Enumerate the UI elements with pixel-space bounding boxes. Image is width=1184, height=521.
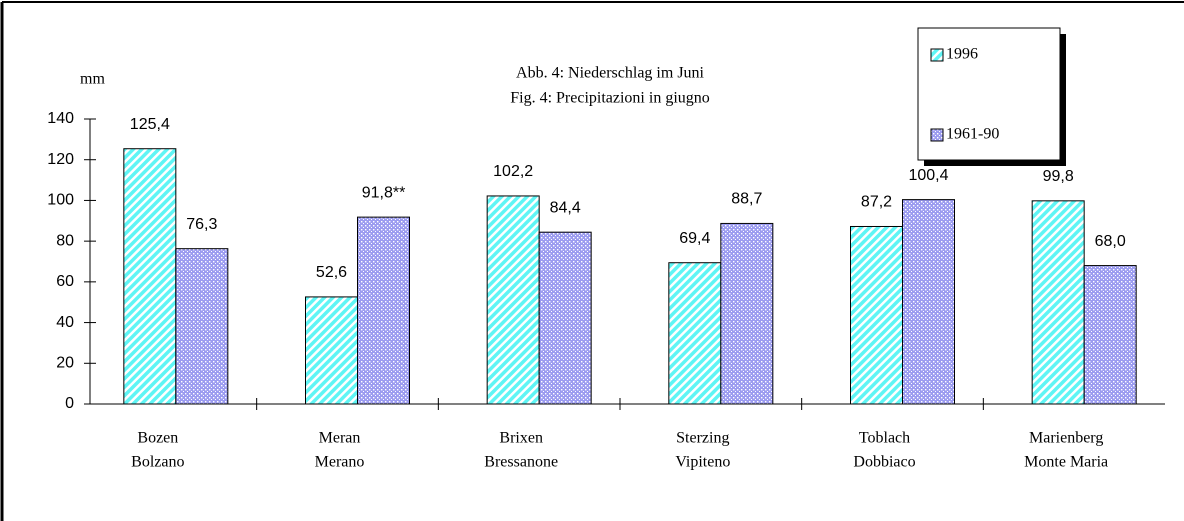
bar [305, 296, 358, 405]
y-tick-label: 80 [56, 232, 74, 249]
y-tick-label: 120 [47, 151, 74, 168]
y-tick-label: 20 [56, 355, 74, 372]
data-label: 69,4 [679, 230, 710, 247]
legend-swatch [930, 48, 944, 62]
x-tick-label: Bozen [137, 430, 178, 447]
bar [720, 222, 774, 405]
x-tick-label: Monte Maria [1024, 454, 1108, 471]
data-label: 87,2 [861, 194, 892, 211]
y-tick-label: 140 [47, 110, 74, 127]
legend-swatch [930, 128, 944, 142]
bar [1031, 200, 1085, 405]
x-tick-label: Bressanone [484, 454, 558, 471]
data-label: 52,6 [316, 264, 347, 281]
x-tick-label: Bolzano [131, 454, 184, 471]
bar [357, 216, 410, 405]
data-label: 100,4 [908, 167, 948, 184]
bar [668, 262, 722, 405]
y-tick-label: 0 [65, 395, 74, 412]
x-tick-label: Marienberg [1029, 430, 1103, 447]
y-tick-label: 60 [56, 273, 74, 290]
bar [175, 248, 229, 405]
y-tick-label: 100 [47, 192, 74, 209]
x-tick-label: Sterzing [676, 430, 729, 447]
x-tick-label: Toblach [859, 430, 910, 447]
legend-label: 1961-90 [946, 126, 999, 143]
data-label: 91,8** [362, 184, 406, 201]
x-tick-label: Brixen [499, 430, 543, 447]
x-tick-label: Meran [319, 430, 361, 447]
data-label: 125,4 [130, 116, 170, 133]
data-label: 99,8 [1043, 168, 1074, 185]
bar [486, 195, 540, 405]
legend-label: 1996 [946, 46, 978, 63]
bar [538, 231, 592, 405]
bar [1083, 265, 1137, 405]
x-tick-label: Merano [315, 454, 365, 471]
data-label: 88,7 [731, 191, 762, 208]
bar [902, 199, 955, 405]
x-tick-label: Vipiteno [675, 454, 730, 471]
data-label: 68,0 [1095, 233, 1126, 250]
y-tick-label: 40 [56, 314, 74, 331]
data-label: 102,2 [493, 163, 533, 180]
y-axis-label: mm [80, 71, 105, 88]
data-label: 76,3 [186, 216, 217, 233]
x-tick-label: Dobbiaco [853, 454, 915, 471]
data-label: 84,4 [550, 199, 581, 216]
chart-title: Abb. 4: Niederschlag im Juni [516, 65, 705, 82]
chart-subtitle: Fig. 4: Precipitazioni in giugno [510, 90, 710, 107]
bar [850, 225, 903, 405]
bar [123, 148, 177, 405]
